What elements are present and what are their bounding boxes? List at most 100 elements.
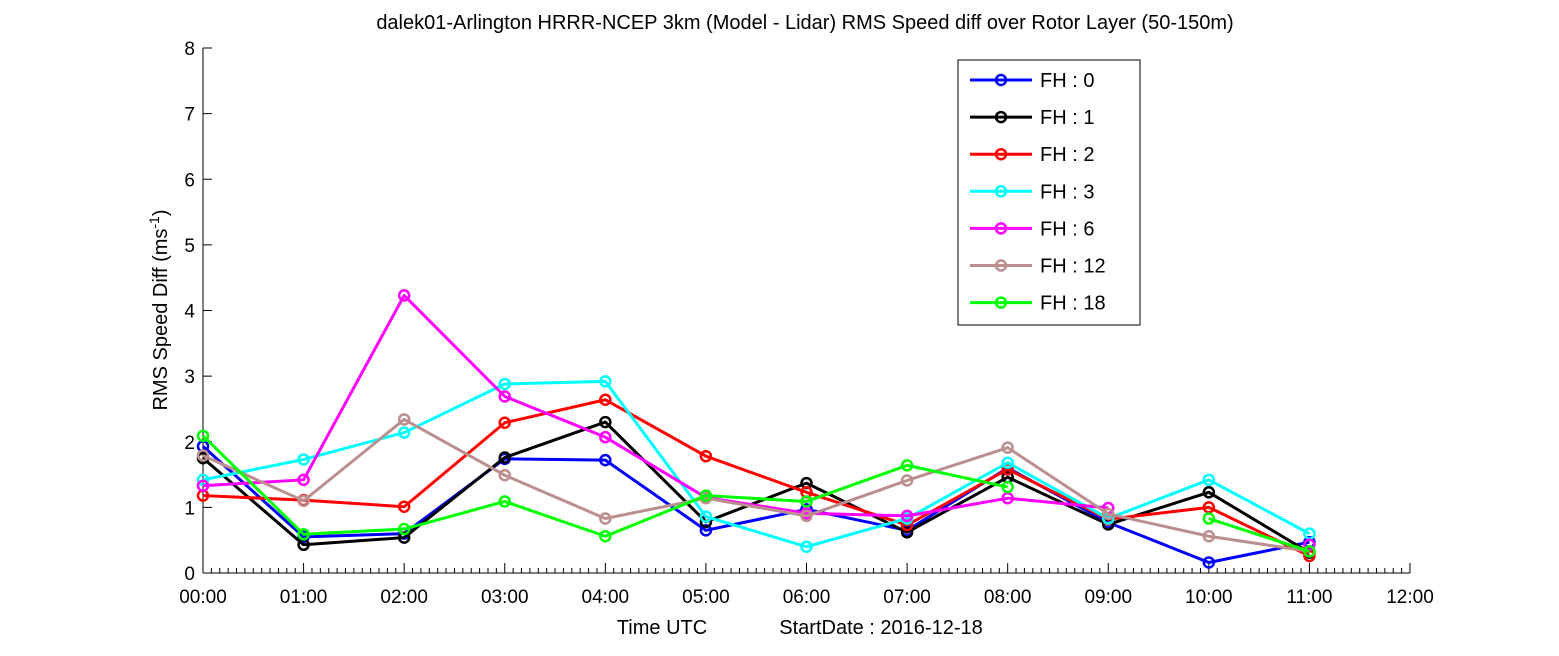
legend-swatch-marker <box>994 259 1008 272</box>
data-point <box>699 524 713 537</box>
data-point <box>1202 530 1216 543</box>
data-point <box>397 500 411 513</box>
legend-label: FH : 1 <box>1040 107 1094 129</box>
y-tick-label: 0 <box>184 564 195 585</box>
data-point <box>498 495 511 508</box>
x-tick-label: 08:00 <box>984 587 1032 608</box>
series-fh-3 <box>196 375 1316 553</box>
legend-label: FH : 18 <box>1040 293 1106 315</box>
legend-swatch-marker <box>994 296 1008 309</box>
data-point <box>599 453 612 467</box>
series-line <box>202 417 1310 553</box>
legend-entry-fh-6: FH : 6 <box>970 218 1094 240</box>
data-point <box>599 512 612 525</box>
y-tick-label: 4 <box>184 302 195 323</box>
data-point <box>498 451 511 464</box>
data-point <box>900 474 914 487</box>
series-fh-18 <box>196 429 1316 558</box>
data-point <box>699 449 713 463</box>
x-axis-label-time: Time UTC <box>617 617 707 639</box>
legend-swatch-marker <box>994 222 1008 235</box>
legend-swatch-marker <box>994 73 1008 87</box>
x-tick-label: 04:00 <box>582 587 630 608</box>
data-point <box>297 528 310 541</box>
legend-entry-fh-12: FH : 12 <box>970 256 1106 278</box>
data-point <box>498 416 511 429</box>
legend-label: FH : 12 <box>1040 256 1106 278</box>
y-ticks: 0 1 2 3 4 5 6 7 8 <box>184 39 212 585</box>
data-point <box>800 540 813 553</box>
data-point <box>599 415 612 429</box>
legend-swatch-marker <box>994 110 1008 124</box>
data-point <box>1202 473 1216 487</box>
data-point <box>900 459 914 472</box>
x-tick-label: 10:00 <box>1185 587 1233 608</box>
y-axis-label-sup: -1 <box>146 216 162 229</box>
legend-label: FH : 6 <box>1040 218 1094 240</box>
series-group <box>196 289 1316 569</box>
y-tick-label: 5 <box>184 236 195 257</box>
data-point <box>397 413 411 426</box>
legend-entry-fh-3: FH : 3 <box>970 181 1094 203</box>
y-tick-label: 2 <box>184 433 195 454</box>
data-point <box>297 453 310 466</box>
data-point <box>498 468 511 482</box>
data-point <box>1001 441 1014 454</box>
data-point <box>297 473 310 487</box>
data-point <box>800 495 813 508</box>
x-tick-label: 03:00 <box>481 587 529 608</box>
data-point <box>1102 507 1115 521</box>
legend-entry-fh-18: FH : 18 <box>970 293 1106 315</box>
legend-swatch-marker <box>994 147 1008 161</box>
legend-entry-fh-0: FH : 0 <box>970 70 1094 92</box>
data-point <box>699 510 713 523</box>
data-point <box>1202 556 1216 569</box>
data-point <box>699 489 713 502</box>
series-line <box>201 434 1310 553</box>
y-tick-label: 7 <box>184 105 195 126</box>
data-point <box>196 473 210 487</box>
y-axis-label: RMS Speed Diff (ms-1) <box>146 209 172 410</box>
y-tick-label: 6 <box>184 170 195 191</box>
data-point <box>1202 512 1216 525</box>
svg-text:RMS Speed Diff (ms-1): RMS Speed Diff (ms-1) <box>146 209 172 410</box>
x-tick-label: 05:00 <box>682 587 730 608</box>
y-tick-label: 3 <box>184 367 195 388</box>
data-point <box>599 530 612 543</box>
data-point <box>800 509 813 523</box>
x-tick-label: 00:00 <box>179 587 227 608</box>
x-tick-label: 11:00 <box>1286 587 1332 608</box>
x-tick-label: 09:00 <box>1084 587 1132 608</box>
legend-entry-fh-1: FH : 1 <box>970 107 1094 129</box>
x-ticks: 00:00 01:00 02:00 03:00 04:00 05:00 06:00 07:00… <box>179 563 1434 608</box>
data-point <box>498 390 511 403</box>
data-point <box>599 393 612 406</box>
data-point <box>196 449 210 462</box>
series-line <box>202 379 1311 549</box>
data-point <box>1001 480 1014 494</box>
data-point <box>1001 456 1014 469</box>
data-point <box>599 430 612 444</box>
y-tick-label: 1 <box>184 498 195 519</box>
legend-entry-fh-2: FH : 2 <box>970 144 1094 166</box>
legend-label: FH : 2 <box>1040 144 1094 166</box>
y-axis-label-main: RMS Speed Diff (ms <box>150 229 172 411</box>
legend: FH : 0 FH : 1 FH : 2 FH : 3 FH : 6 FH : 12 FH … <box>957 59 1141 326</box>
data-point <box>397 289 411 302</box>
data-point <box>397 531 411 544</box>
data-point <box>196 479 210 492</box>
chart-title: dalek01-Arlington HRRR-NCEP 3km (Model -… <box>376 12 1233 34</box>
axes <box>202 48 1410 574</box>
y-tick-label: 8 <box>184 39 195 60</box>
x-minor-ticks <box>210 568 1403 573</box>
legend-swatch-marker <box>994 185 1008 198</box>
data-point <box>900 509 914 523</box>
data-point <box>297 494 310 508</box>
series-line <box>201 445 1310 564</box>
x-tick-label: 02:00 <box>380 587 428 608</box>
y-axis-label-close: ) <box>150 209 172 216</box>
data-point <box>1202 486 1216 499</box>
data-point <box>599 375 612 388</box>
x-axis-label-startdate: StartDate : 2016-12-18 <box>779 617 982 639</box>
x-tick-label: 06:00 <box>783 587 831 608</box>
